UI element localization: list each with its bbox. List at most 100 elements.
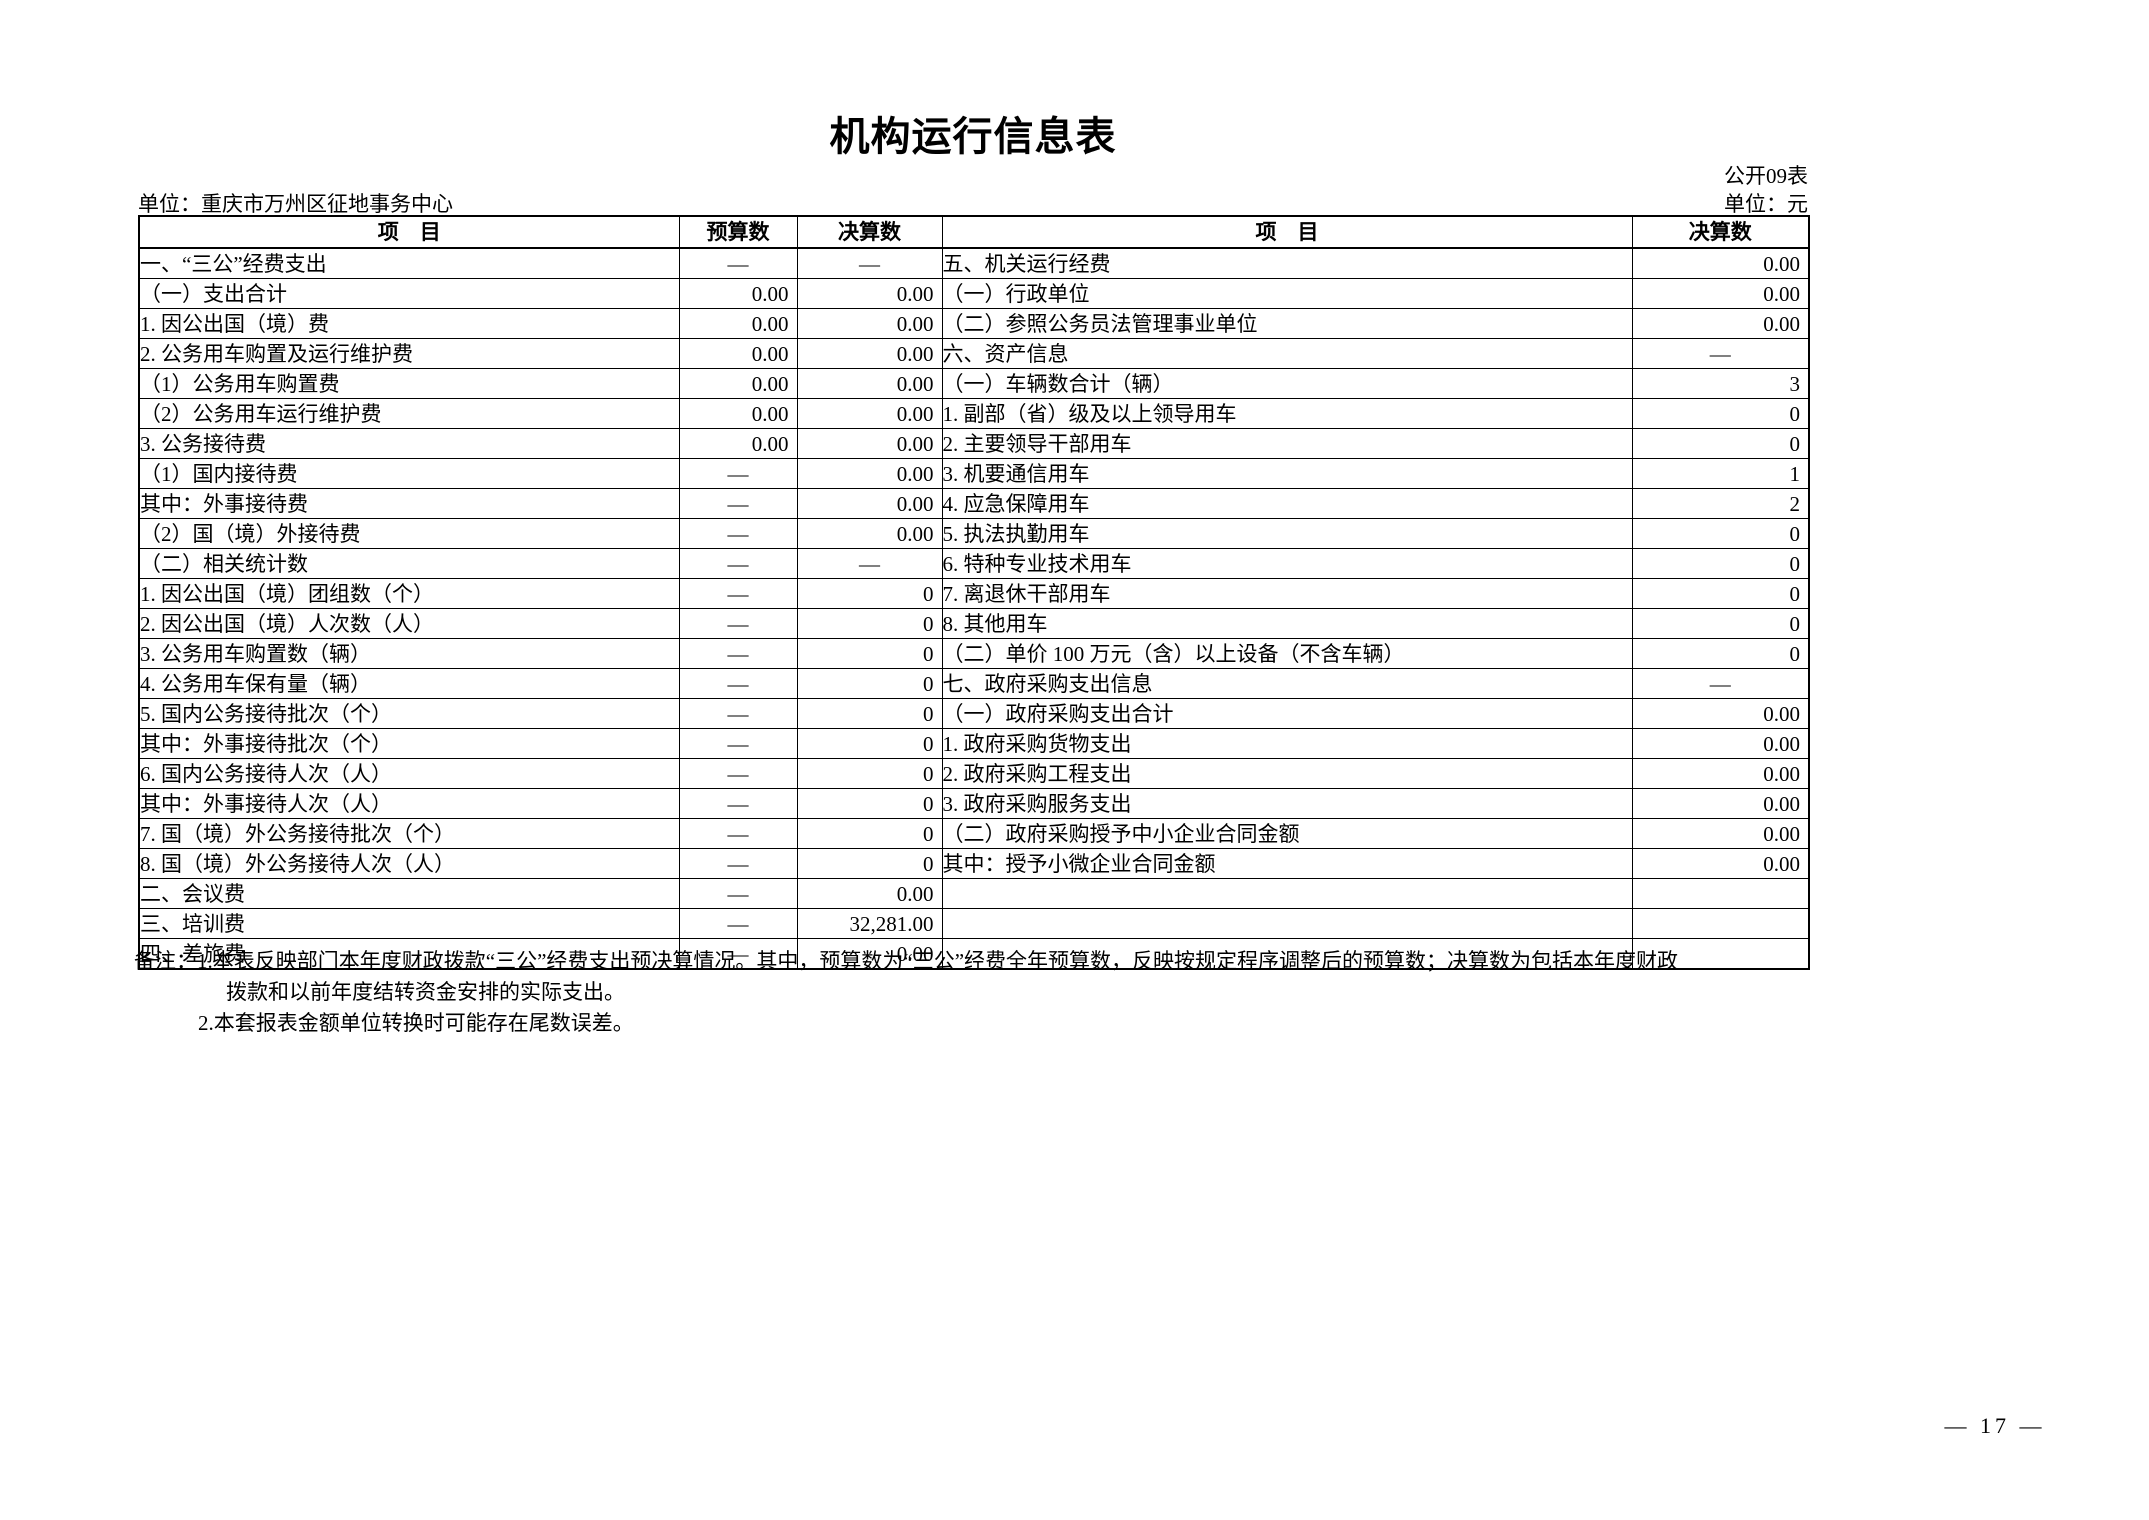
final-cell-right: 1 bbox=[1631, 458, 1810, 489]
final-cell-right: 2 bbox=[1631, 488, 1810, 519]
final-cell-right bbox=[1631, 908, 1810, 939]
item-cell-left: 四、差旅费 bbox=[138, 938, 680, 970]
item-cell-right: 7. 离退休干部用车 bbox=[941, 578, 1633, 609]
item-cell-right: 6. 特种专业技术用车 bbox=[941, 548, 1633, 579]
final-cell-right: 0 bbox=[1631, 398, 1810, 429]
table-row: 2. 因公出国（境）人次数（人） —0 8. 其他用车 0 bbox=[138, 608, 1810, 639]
table-row: （2）公务用车运行维护费 0.00 0.00 1. 副部（省）级及以上领导用车 0 bbox=[138, 398, 1810, 429]
budget-cell: — bbox=[678, 698, 798, 729]
item-cell-left: 7. 国（境）外公务接待批次（个） bbox=[138, 818, 680, 849]
item-cell-left: 1. 因公出国（境）费 bbox=[138, 308, 680, 339]
final-cell-left: 0.00 bbox=[796, 398, 943, 429]
item-cell-right: 七、政府采购支出信息 bbox=[941, 668, 1633, 699]
final-cell-left: 0 bbox=[796, 638, 943, 669]
table-row: 7. 国（境）外公务接待批次（个） —0 （二）政府采购授予中小企业合同金额 0.00 bbox=[138, 818, 1810, 849]
budget-cell: — bbox=[678, 458, 798, 489]
final-cell-right: 0.00 bbox=[1631, 698, 1810, 729]
item-cell-right: （一）车辆数合计（辆） bbox=[941, 368, 1633, 399]
final-cell-left: 0.00 bbox=[796, 428, 943, 459]
item-cell-right: 其中：授予小微企业合同金额 bbox=[941, 848, 1633, 879]
item-cell-right: （二）政府采购授予中小企业合同金额 bbox=[941, 818, 1633, 849]
note-line: 2.本套报表金额单位转换时可能存在尾数误差。 bbox=[198, 1011, 634, 1035]
budget-cell: 0.00 bbox=[678, 398, 798, 429]
table-row: 四、差旅费 —0.00 bbox=[138, 938, 1810, 970]
item-cell-left: 2. 公务用车购置及运行维护费 bbox=[138, 338, 680, 369]
item-cell-right bbox=[941, 908, 1633, 939]
item-cell-left: 6. 国内公务接待人次（人） bbox=[138, 758, 680, 789]
budget-cell: — bbox=[678, 247, 798, 279]
item-cell-right: 1. 副部（省）级及以上领导用车 bbox=[941, 398, 1633, 429]
item-cell-right bbox=[941, 878, 1633, 909]
final-cell-left: 0.00 bbox=[796, 518, 943, 549]
final-cell-right: 0 bbox=[1631, 608, 1810, 639]
item-cell-right: （二）参照公务员法管理事业单位 bbox=[941, 308, 1633, 339]
final-cell-left: 0.00 bbox=[796, 278, 943, 309]
table-row: （2）国（境）外接待费 —0.00 5. 执法执勤用车 0 bbox=[138, 518, 1810, 549]
table-row: 2. 公务用车购置及运行维护费 0.00 0.00 六、资产信息 — bbox=[138, 338, 1810, 369]
table-row: 8. 国（境）外公务接待人次（人） —0 其中：授予小微企业合同金额 0.00 bbox=[138, 848, 1810, 879]
final-cell-left: 0 bbox=[796, 728, 943, 759]
page-number: — 17 — bbox=[1944, 1413, 2046, 1438]
budget-cell: — bbox=[678, 878, 798, 909]
item-cell-left: 4. 公务用车保有量（辆） bbox=[138, 668, 680, 699]
item-cell-left: 1. 因公出国（境）团组数（个） bbox=[138, 578, 680, 609]
final-cell-right bbox=[1631, 938, 1810, 970]
item-cell-right: 五、机关运行经费 bbox=[941, 247, 1633, 279]
final-cell-left: 0 bbox=[796, 608, 943, 639]
budget-cell: — bbox=[678, 638, 798, 669]
notes-block: 备注：1.本表反映部门本年度财政拨款“三公”经费支出预决算情况。其中，预算数为“… bbox=[134, 946, 1824, 1039]
final-cell-left: 0.00 bbox=[796, 458, 943, 489]
item-cell-left: 其中：外事接待费 bbox=[138, 488, 680, 519]
final-cell-left: 0.00 bbox=[796, 338, 943, 369]
table-row: 5. 国内公务接待批次（个） —0 （一）政府采购支出合计 0.00 bbox=[138, 698, 1810, 729]
final-cell-right: 0.00 bbox=[1631, 278, 1810, 309]
budget-cell: — bbox=[678, 938, 798, 970]
table-row: 6. 国内公务接待人次（人） —0 2. 政府采购工程支出 0.00 bbox=[138, 758, 1810, 789]
item-cell-left: 5. 国内公务接待批次（个） bbox=[138, 698, 680, 729]
final-cell-left: 0.00 bbox=[796, 368, 943, 399]
item-cell-left: 其中：外事接待人次（人） bbox=[138, 788, 680, 819]
item-cell-right bbox=[941, 938, 1633, 970]
budget-cell: — bbox=[678, 578, 798, 609]
item-cell-left: 8. 国（境）外公务接待人次（人） bbox=[138, 848, 680, 879]
final-cell-left: 0.00 bbox=[796, 308, 943, 339]
table-row: 1. 因公出国（境）费 0.00 0.00 （二）参照公务员法管理事业单位 0.00 bbox=[138, 308, 1810, 339]
table-row: 二、会议费 —0.00 bbox=[138, 878, 1810, 909]
final-cell-left: 0.00 bbox=[796, 488, 943, 519]
budget-cell: — bbox=[678, 818, 798, 849]
budget-cell: 0.00 bbox=[678, 278, 798, 309]
item-cell-right: 4. 应急保障用车 bbox=[941, 488, 1633, 519]
item-cell-left: （一）支出合计 bbox=[138, 278, 680, 309]
item-cell-left: （2）国（境）外接待费 bbox=[138, 518, 680, 549]
item-cell-right: 六、资产信息 bbox=[941, 338, 1633, 369]
item-cell-left: （2）公务用车运行维护费 bbox=[138, 398, 680, 429]
item-cell-right: （一）行政单位 bbox=[941, 278, 1633, 309]
amount-unit-label: 单位：元 bbox=[1724, 192, 1808, 216]
item-cell-right: 1. 政府采购货物支出 bbox=[941, 728, 1633, 759]
item-cell-left: 其中：外事接待批次（个） bbox=[138, 728, 680, 759]
table-row: 3. 公务接待费 0.00 0.00 2. 主要领导干部用车 0 bbox=[138, 428, 1810, 459]
table-row: 3. 公务用车购置数（辆） —0 （二）单价 100 万元（含）以上设备（不含车辆）… bbox=[138, 638, 1810, 669]
final-cell-right: 0.00 bbox=[1631, 728, 1810, 759]
final-cell-right: 0 bbox=[1631, 548, 1810, 579]
item-cell-left: （1）公务用车购置费 bbox=[138, 368, 680, 399]
item-cell-left: （二）相关统计数 bbox=[138, 548, 680, 579]
final-cell-left: 0 bbox=[796, 668, 943, 699]
item-cell-right: 3. 机要通信用车 bbox=[941, 458, 1633, 489]
budget-cell: — bbox=[678, 608, 798, 639]
header-final-right: 决算数 bbox=[1631, 215, 1810, 249]
table-row: 其中：外事接待人次（人） —0 3. 政府采购服务支出 0.00 bbox=[138, 788, 1810, 819]
budget-cell: 0.00 bbox=[678, 338, 798, 369]
budget-cell: — bbox=[678, 908, 798, 939]
page-title: 机构运行信息表 bbox=[829, 114, 1117, 159]
operation-info-table: 项 目 预算数 决算数 项 目 决算数 一、“三公”经费支出 — — 五、机关运行经费… bbox=[138, 215, 1810, 970]
table-row: （一）支出合计 0.00 0.00 （一）行政单位 0.00 bbox=[138, 278, 1810, 309]
budget-cell: 0.00 bbox=[678, 308, 798, 339]
budget-cell: 0.00 bbox=[678, 368, 798, 399]
table-row: 其中：外事接待费 —0.00 4. 应急保障用车 2 bbox=[138, 488, 1810, 519]
final-cell-right: — bbox=[1631, 338, 1810, 369]
item-cell-left: （1）国内接待费 bbox=[138, 458, 680, 489]
table-row: 三、培训费 —32,281.00 bbox=[138, 908, 1810, 939]
final-cell-right: 3 bbox=[1631, 368, 1810, 399]
